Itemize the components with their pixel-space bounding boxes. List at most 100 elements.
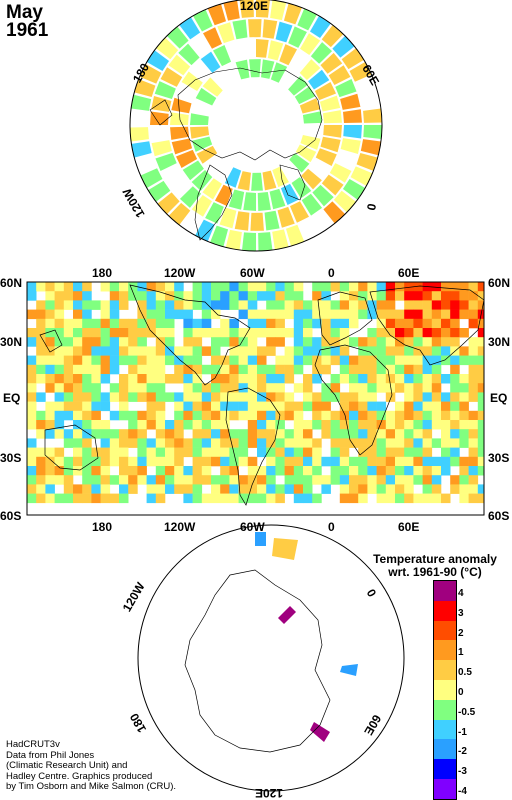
polar-cell bbox=[275, 21, 293, 43]
polar-cell bbox=[356, 152, 378, 171]
grid-cell bbox=[247, 410, 258, 421]
grid-cell bbox=[100, 364, 111, 375]
grid-cell bbox=[422, 355, 433, 366]
grid-cell bbox=[395, 309, 405, 320]
grid-cell bbox=[284, 447, 295, 458]
grid-cell bbox=[358, 493, 368, 504]
grid-cell bbox=[165, 355, 175, 366]
grid-cell bbox=[211, 484, 221, 494]
grid-cell bbox=[155, 475, 166, 485]
grid-cell bbox=[119, 300, 129, 310]
grid-cell bbox=[201, 300, 212, 310]
grid-cell bbox=[174, 300, 184, 310]
grid-cell bbox=[376, 328, 387, 338]
grid-cell bbox=[155, 493, 166, 504]
grid-cell bbox=[192, 420, 203, 430]
grid-cell bbox=[367, 337, 377, 347]
grid-cell bbox=[404, 364, 414, 375]
south-polar-outline bbox=[137, 524, 405, 792]
grid-cell bbox=[358, 309, 368, 320]
grid-cell bbox=[422, 318, 433, 329]
grid-cell bbox=[376, 374, 387, 384]
grid-cell bbox=[73, 484, 83, 494]
grid-cell bbox=[220, 484, 230, 494]
polar-cell bbox=[315, 148, 337, 167]
grid-cell bbox=[312, 291, 322, 301]
grid-cell bbox=[174, 364, 184, 375]
grid-cell bbox=[119, 429, 129, 439]
grid-cell bbox=[275, 429, 285, 439]
grid-cell bbox=[367, 328, 377, 338]
grid-cell bbox=[155, 309, 166, 320]
grid-cell bbox=[192, 410, 203, 421]
grid-cell bbox=[201, 328, 212, 338]
polar-cell bbox=[250, 212, 264, 231]
grid-cell bbox=[330, 309, 341, 320]
grid-cell bbox=[266, 318, 276, 329]
grid-cell bbox=[165, 337, 175, 347]
grid-cell bbox=[257, 401, 267, 412]
grid-cell bbox=[293, 429, 304, 439]
polar-cell bbox=[301, 168, 322, 190]
grid-cell bbox=[339, 300, 350, 310]
grid-cell bbox=[27, 456, 37, 467]
grid-cell bbox=[395, 374, 405, 384]
grid-cell bbox=[165, 429, 175, 439]
grid-cell bbox=[321, 291, 331, 301]
grid-cell bbox=[367, 392, 377, 402]
grid-cell bbox=[73, 401, 83, 412]
grid-cell bbox=[128, 438, 138, 448]
grid-cell bbox=[339, 456, 350, 467]
grid-cell bbox=[211, 493, 221, 504]
grid-cell bbox=[450, 429, 460, 439]
grid-cell bbox=[477, 300, 484, 310]
grid-cell bbox=[229, 466, 239, 476]
grid-cell bbox=[137, 337, 147, 347]
grid-cell bbox=[339, 466, 350, 476]
grid-cell bbox=[303, 493, 313, 504]
polar-cell bbox=[131, 141, 152, 158]
grid-cell bbox=[477, 410, 484, 421]
polar-cell bbox=[300, 33, 321, 55]
grid-cell bbox=[63, 438, 74, 448]
grid-cell bbox=[275, 300, 285, 310]
grid-cell bbox=[431, 374, 442, 384]
grid-cell bbox=[82, 484, 92, 494]
grid-cell bbox=[63, 475, 74, 485]
grid-cell bbox=[367, 484, 377, 494]
grid-cell bbox=[63, 364, 74, 375]
grid-cell bbox=[229, 484, 239, 494]
grid-cell bbox=[450, 282, 460, 292]
grid-cell bbox=[128, 420, 138, 430]
polar-cell bbox=[269, 188, 286, 210]
grid-cell bbox=[82, 291, 92, 301]
polar-cell bbox=[333, 190, 356, 213]
grid-cell bbox=[63, 456, 74, 467]
grid-cell bbox=[183, 410, 193, 421]
grid-cell bbox=[257, 309, 267, 320]
grid-cell bbox=[201, 410, 212, 421]
grid-cell bbox=[358, 456, 368, 467]
grid-cell bbox=[431, 355, 442, 366]
grid-cell bbox=[100, 300, 111, 310]
credit-line-2: Data from Phil Jones bbox=[6, 749, 95, 761]
grid-cell bbox=[321, 364, 331, 375]
grid-cell bbox=[284, 410, 295, 421]
grid-cell bbox=[54, 282, 65, 292]
grid-cell bbox=[36, 364, 46, 375]
grid-cell bbox=[450, 447, 460, 458]
polar-cell bbox=[332, 35, 355, 58]
grid-cell bbox=[146, 328, 157, 338]
grid-cell bbox=[413, 456, 423, 467]
grid-cell bbox=[109, 429, 120, 439]
grid-cell bbox=[330, 328, 341, 338]
grid-cell bbox=[293, 410, 304, 421]
grid-cell bbox=[385, 493, 396, 504]
grid-cell bbox=[395, 429, 405, 439]
grid-cell bbox=[477, 401, 484, 412]
grid-cell bbox=[247, 493, 258, 504]
grid-cell bbox=[431, 466, 442, 476]
grid-cell bbox=[330, 392, 341, 402]
grid-cell bbox=[109, 475, 120, 485]
grid-cell bbox=[109, 328, 120, 338]
